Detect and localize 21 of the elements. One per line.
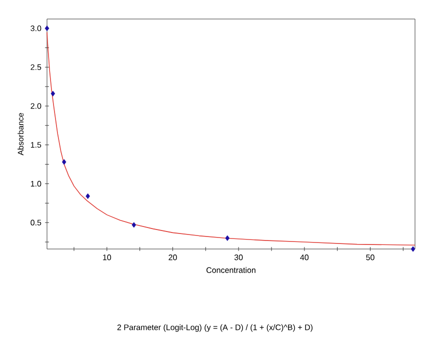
point (50, 90, 56, 96)
y-tick-label: 1.5 (30, 142, 42, 148)
point (86, 193, 90, 199)
point (44, 26, 50, 32)
point (62, 159, 66, 165)
y-tick-label: 2.0 (30, 103, 42, 109)
text: 2 Parameter (Logit-Log) (y = (A - D) / (1 + (x/C)^B) + D) (117, 324, 312, 332)
y-tick-label: 3.0 (30, 25, 42, 32)
y-tick-label: 1.0 (30, 180, 42, 187)
y-tick-label: 0.5 (30, 220, 42, 226)
x-tick-label: 50 (366, 254, 374, 260)
point (410, 246, 416, 252)
y-tick-label: 2.5 (30, 64, 42, 70)
y-axis-title: Absorbance (18, 113, 24, 156)
x-axis-title: Concentration (206, 267, 256, 273)
x-tick-label: 40 (300, 254, 309, 260)
x-tick-label: 20 (168, 254, 177, 260)
point (225, 235, 230, 241)
x-tick-label: 30 (234, 254, 243, 260)
point (132, 222, 136, 228)
x-tick-label: 10 (103, 254, 112, 260)
